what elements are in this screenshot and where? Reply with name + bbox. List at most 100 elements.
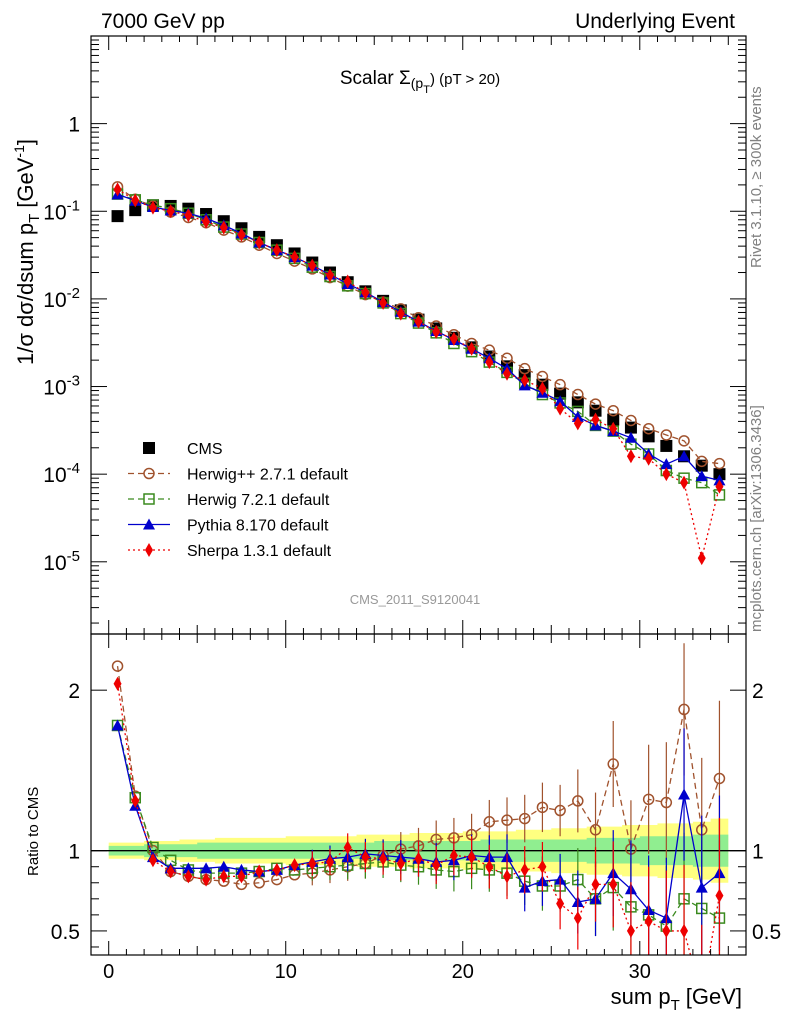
- ratio-point: [678, 703, 690, 716]
- data-point: [715, 479, 724, 494]
- legend: CMS Herwig++ 2.7.1 default Herwig 7.2.1 de…: [128, 441, 349, 560]
- legend-marker: [143, 442, 155, 454]
- data-point: [695, 470, 708, 482]
- ratio-point: [572, 795, 584, 807]
- data-point: [680, 475, 689, 490]
- ratio-series-3: [113, 676, 724, 955]
- legend-marker: [143, 467, 155, 480]
- ratio-y-tick-label: 2: [68, 680, 80, 703]
- series-line: [117, 193, 720, 496]
- ratio-point: [556, 896, 565, 911]
- data-point: [591, 412, 600, 427]
- ratio-point: [396, 856, 405, 871]
- ratio-point: [518, 812, 531, 825]
- legend-entry: CMS: [143, 441, 223, 458]
- ratio-y-tick-label: 0.5: [51, 921, 80, 944]
- data-point: [607, 404, 619, 417]
- ratio-point: [538, 859, 547, 874]
- ratio-point: [660, 796, 673, 809]
- ratio-point: [343, 840, 352, 855]
- data-point: [343, 274, 352, 289]
- data-point: [379, 295, 388, 310]
- ratio-point: [184, 869, 193, 884]
- data-point: [697, 551, 706, 566]
- data-point: [556, 401, 565, 416]
- ratio-point: [237, 869, 246, 884]
- ratio-point: [573, 911, 582, 926]
- ratio-point: [200, 862, 213, 874]
- x-axis-label: sum pT [GeV]: [611, 984, 742, 1014]
- ratio-y-tick-label-right: 0.5: [752, 921, 781, 944]
- ratio-y-tick-label-right: 2: [752, 680, 764, 703]
- legend-entry: Pythia 8.170 default: [128, 518, 329, 535]
- data-point: [554, 378, 566, 391]
- rivet-label: Rivet 3.1.10, ≥ 300k events: [748, 86, 765, 268]
- data-point: [290, 250, 299, 265]
- data-point: [660, 458, 673, 470]
- legend-entry: Sherpa 1.3.1 default: [128, 543, 332, 560]
- data-point: [202, 214, 211, 229]
- header-left: 7000 GeV pp: [101, 10, 225, 33]
- ratio-point: [554, 804, 566, 817]
- x-tick-label: 20: [452, 961, 474, 983]
- data-point: [166, 204, 175, 219]
- legend-marker: [143, 518, 155, 530]
- ratio-point: [607, 758, 619, 770]
- data-point: [609, 421, 618, 436]
- data-point: [184, 208, 193, 223]
- data-point: [625, 414, 637, 427]
- x-tick-label: 10: [275, 961, 297, 983]
- data-point: [554, 387, 567, 400]
- series-line: [117, 186, 720, 465]
- chart-title: Scalar Σ(pT) (pT > 20): [340, 68, 500, 96]
- data-point: [589, 398, 602, 410]
- x-tick-label: 30: [629, 961, 651, 983]
- legend-label: Sherpa 1.3.1 default: [187, 543, 332, 560]
- data-point: [432, 324, 441, 339]
- ratio-point: [255, 864, 264, 879]
- data-point: [485, 355, 494, 370]
- data-point: [678, 435, 690, 447]
- legend-entry: Herwig 7.2.1 default: [128, 492, 330, 509]
- ratio-point: [644, 914, 653, 929]
- ratio-point: [202, 872, 211, 887]
- data-point: [129, 204, 142, 217]
- ratio-point: [589, 824, 602, 836]
- ratio-point: [148, 853, 157, 868]
- ratio-point: [501, 814, 513, 826]
- ratio-point: [695, 881, 708, 893]
- data-point: [272, 243, 281, 258]
- ratio-point: [361, 850, 370, 865]
- watermark: CMS_2011_S9120041: [350, 592, 481, 607]
- ratio-point: [414, 851, 423, 866]
- ratio-y-axis-label: Ratio to CMS: [25, 787, 42, 876]
- legend-label: Pythia 8.170 default: [187, 518, 329, 535]
- series-4: [113, 182, 724, 566]
- data-point: [503, 366, 512, 381]
- data-point: [467, 341, 476, 356]
- ratio-point: [219, 869, 228, 884]
- legend-marker: [145, 543, 153, 557]
- main-plot-panel: 1 10-1 10-2 10-3 10-4 10-5 Scalar Σ(pT) (pT >…: [43, 35, 747, 635]
- data-point: [148, 200, 157, 215]
- data-point: [113, 182, 122, 197]
- ratio-point: [432, 858, 441, 873]
- ratio-point: [678, 788, 691, 800]
- ratio-y-tick-label-right: 1: [752, 841, 764, 864]
- mcplots-label: mcplots.cern.ch [arXiv:1306.3436]: [748, 405, 765, 632]
- y-tick-label: 1: [68, 114, 80, 137]
- data-point: [255, 235, 264, 250]
- ratio-point: [642, 793, 655, 806]
- data-point: [325, 268, 334, 283]
- data-point: [219, 220, 228, 235]
- data-point: [361, 285, 370, 300]
- ratio-y-tick-label: 1: [68, 841, 80, 864]
- data-point: [237, 227, 246, 242]
- legend-label: Herwig 7.2.1 default: [187, 492, 330, 509]
- data-point: [520, 373, 529, 388]
- y-tick-label: 10-1: [43, 197, 80, 224]
- data-point: [644, 451, 653, 466]
- ratio-point: [131, 793, 140, 808]
- ratio-point: [379, 851, 388, 866]
